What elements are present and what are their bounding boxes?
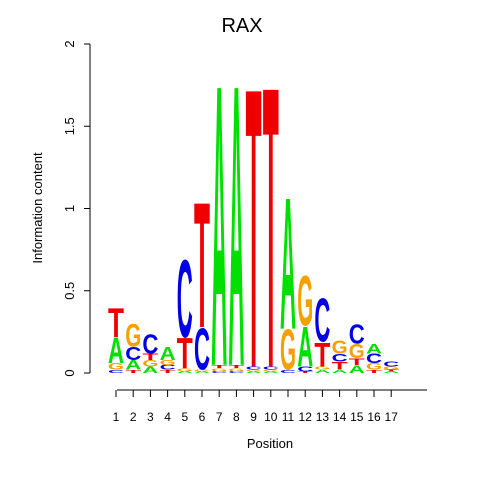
logo-letter-A: A — [228, 2, 244, 451]
logo-letter-T: T — [194, 166, 210, 367]
x-tick-label: 2 — [130, 410, 137, 424]
y-tick-label: 1 — [62, 205, 77, 212]
logo-letter-A: A — [280, 159, 296, 369]
logo-letter-C: C — [349, 320, 365, 350]
y-tick-label: 0 — [62, 369, 77, 376]
x-tick-label: 13 — [316, 410, 330, 424]
x-tick-label: 12 — [299, 410, 313, 424]
y-ticks: 0 0.5 1 1.5 2 — [62, 40, 90, 376]
logo-letter-T: T — [246, 6, 262, 452]
logo-letter-C: C — [314, 286, 330, 355]
y-tick-label: 0.5 — [62, 282, 77, 300]
x-tick-label: 1 — [113, 410, 120, 424]
x-tick-label: 15 — [350, 410, 364, 424]
x-tick-label: 4 — [164, 410, 171, 424]
logo-letter-C: C — [177, 237, 193, 360]
logo-letter-A: A — [160, 344, 176, 364]
x-tick-label: 6 — [199, 410, 206, 424]
x-tick-label: 3 — [147, 410, 154, 424]
logo-letter-G: G — [297, 262, 313, 341]
logo-letter-T: T — [108, 301, 124, 346]
x-tick-label: 5 — [181, 410, 188, 424]
y-tick-label: 1.5 — [62, 117, 77, 135]
x-tick-label: 17 — [385, 410, 399, 424]
logo-letter-A: A — [211, 2, 227, 451]
y-axis-title: Information content — [30, 152, 45, 264]
logo-letter-C: C — [142, 330, 158, 360]
x-tick-label: 11 — [282, 410, 295, 424]
x-tick-label: 14 — [333, 410, 347, 424]
logo-letter-C: C — [383, 360, 400, 368]
logo-letter-G: G — [125, 317, 141, 354]
x-tick-label: 16 — [367, 410, 381, 424]
y-axis: 0 0.5 1 1.5 2 — [62, 40, 90, 376]
logo-letter-T: T — [263, 4, 279, 453]
logo-letter-G: G — [332, 338, 348, 358]
y-tick-label: 2 — [62, 40, 77, 47]
logo-letter-A: A — [366, 342, 382, 357]
